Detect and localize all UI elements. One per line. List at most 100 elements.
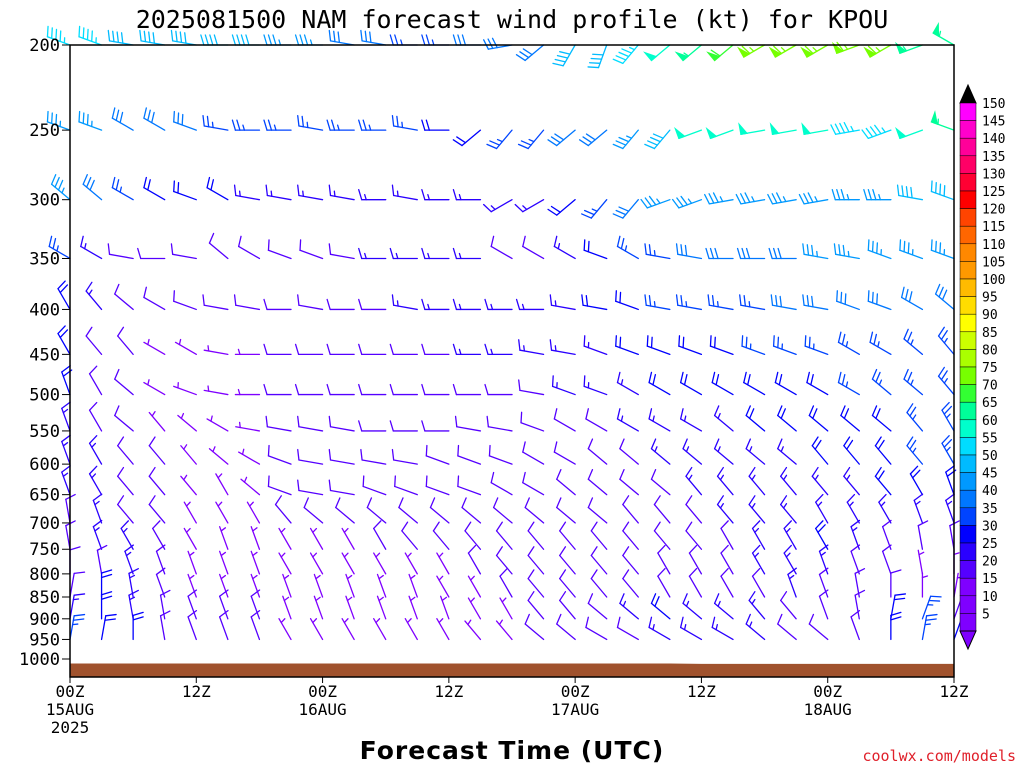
wind-barb <box>274 495 292 524</box>
barb-half-flag <box>878 379 883 386</box>
barb-flag <box>836 189 841 201</box>
wind-barb <box>745 438 766 465</box>
wind-barb <box>421 298 450 311</box>
barb-flag <box>943 405 953 415</box>
wind-barb <box>454 415 482 432</box>
barb-flag <box>432 521 440 532</box>
colorbar-swatch <box>959 296 977 315</box>
wind-barb <box>117 466 134 496</box>
y-tick-label: 850 <box>29 588 60 608</box>
barb-half-flag <box>343 552 349 558</box>
barb-pennant <box>831 41 844 55</box>
barb-flag <box>783 520 792 530</box>
barb-flag <box>751 544 761 554</box>
barb-flag <box>358 247 363 260</box>
wind-barb <box>170 243 197 260</box>
wind-barb <box>404 617 418 641</box>
wind-barb <box>522 235 545 260</box>
barb-flag <box>590 57 603 60</box>
barb-flag <box>330 119 336 131</box>
wind-barb <box>745 613 766 641</box>
barb-flag <box>776 192 783 203</box>
wind-barb <box>278 527 292 550</box>
wind-barb <box>559 569 576 598</box>
x-tick-label: 12Z <box>182 682 211 701</box>
barb-staff <box>143 296 166 311</box>
wind-barb <box>524 497 545 524</box>
barb-half-flag <box>343 618 349 624</box>
barb-flag <box>836 41 844 52</box>
barb-half-flag <box>754 527 760 534</box>
barb-flag <box>148 436 156 447</box>
barb-flag <box>616 408 621 420</box>
colorbar-label: 5 <box>982 607 990 622</box>
barb-flag <box>549 294 553 306</box>
wind-barb <box>650 468 671 496</box>
barb-half-flag <box>84 243 87 250</box>
barb-flag <box>650 438 657 450</box>
x-tick-label: 12Z <box>434 682 463 701</box>
barb-flag <box>120 520 129 530</box>
barb-staff <box>298 489 324 496</box>
colorbar-swatch <box>959 507 977 526</box>
barb-flag <box>619 468 625 480</box>
barb-flag <box>648 295 652 307</box>
barb-flag <box>373 520 382 530</box>
barb-flag <box>743 371 747 384</box>
barb-flag <box>867 189 873 201</box>
barb-flag <box>297 184 300 197</box>
barb-half-flag <box>719 474 724 481</box>
barb-flag <box>804 335 807 347</box>
wind-barb <box>843 436 860 465</box>
colorbar-label: 85 <box>982 326 998 341</box>
wind-barb <box>326 298 355 311</box>
wind-barb <box>432 521 450 550</box>
wind-barb <box>705 126 734 140</box>
barb-staff <box>492 506 513 524</box>
barb-flag <box>683 374 688 386</box>
barb-staff <box>114 378 134 396</box>
barb-flag <box>233 294 237 306</box>
barb-half-flag <box>270 190 273 197</box>
barb-staff <box>688 552 703 575</box>
barb-half-flag <box>91 442 97 448</box>
colorbar-label: 55 <box>982 431 998 446</box>
barb-flag <box>391 114 395 127</box>
barb-staff <box>148 475 166 496</box>
barb-flag <box>495 546 503 557</box>
wind-barb <box>777 405 797 432</box>
wind-barb <box>345 595 355 620</box>
wind-barb <box>780 495 797 524</box>
barb-flag <box>578 139 589 147</box>
barb-flag <box>100 573 113 579</box>
wind-barb <box>780 591 797 620</box>
barb-flag <box>551 375 554 388</box>
barb-staff <box>266 426 292 432</box>
credit-label[interactable]: coolwx.com/models <box>862 747 1016 765</box>
barb-flag <box>713 405 720 417</box>
barb-half-flag <box>62 408 69 414</box>
wind-barb <box>643 44 671 62</box>
wind-barb <box>682 438 703 465</box>
barb-half-flag <box>458 252 462 260</box>
barb-flag <box>650 468 657 480</box>
barb-flag <box>913 493 924 502</box>
y-tick-label: 400 <box>29 300 60 320</box>
wind-barb <box>57 325 71 356</box>
wind-barb <box>265 415 292 432</box>
barb-half-flag <box>147 338 150 346</box>
barb-flag <box>209 34 214 46</box>
barb-flag <box>495 521 503 532</box>
wind-barb <box>48 235 71 260</box>
wind-barb <box>900 286 924 311</box>
barb-flag <box>811 466 819 477</box>
barb-half-flag <box>780 47 786 52</box>
barb-half-flag <box>94 500 100 506</box>
barb-flag <box>872 189 877 201</box>
wind-barb <box>802 243 829 260</box>
wind-barb <box>556 613 576 641</box>
barb-flag <box>303 497 309 509</box>
barb-staff <box>556 623 576 641</box>
barb-flag <box>175 30 178 43</box>
barb-flag <box>839 122 846 134</box>
